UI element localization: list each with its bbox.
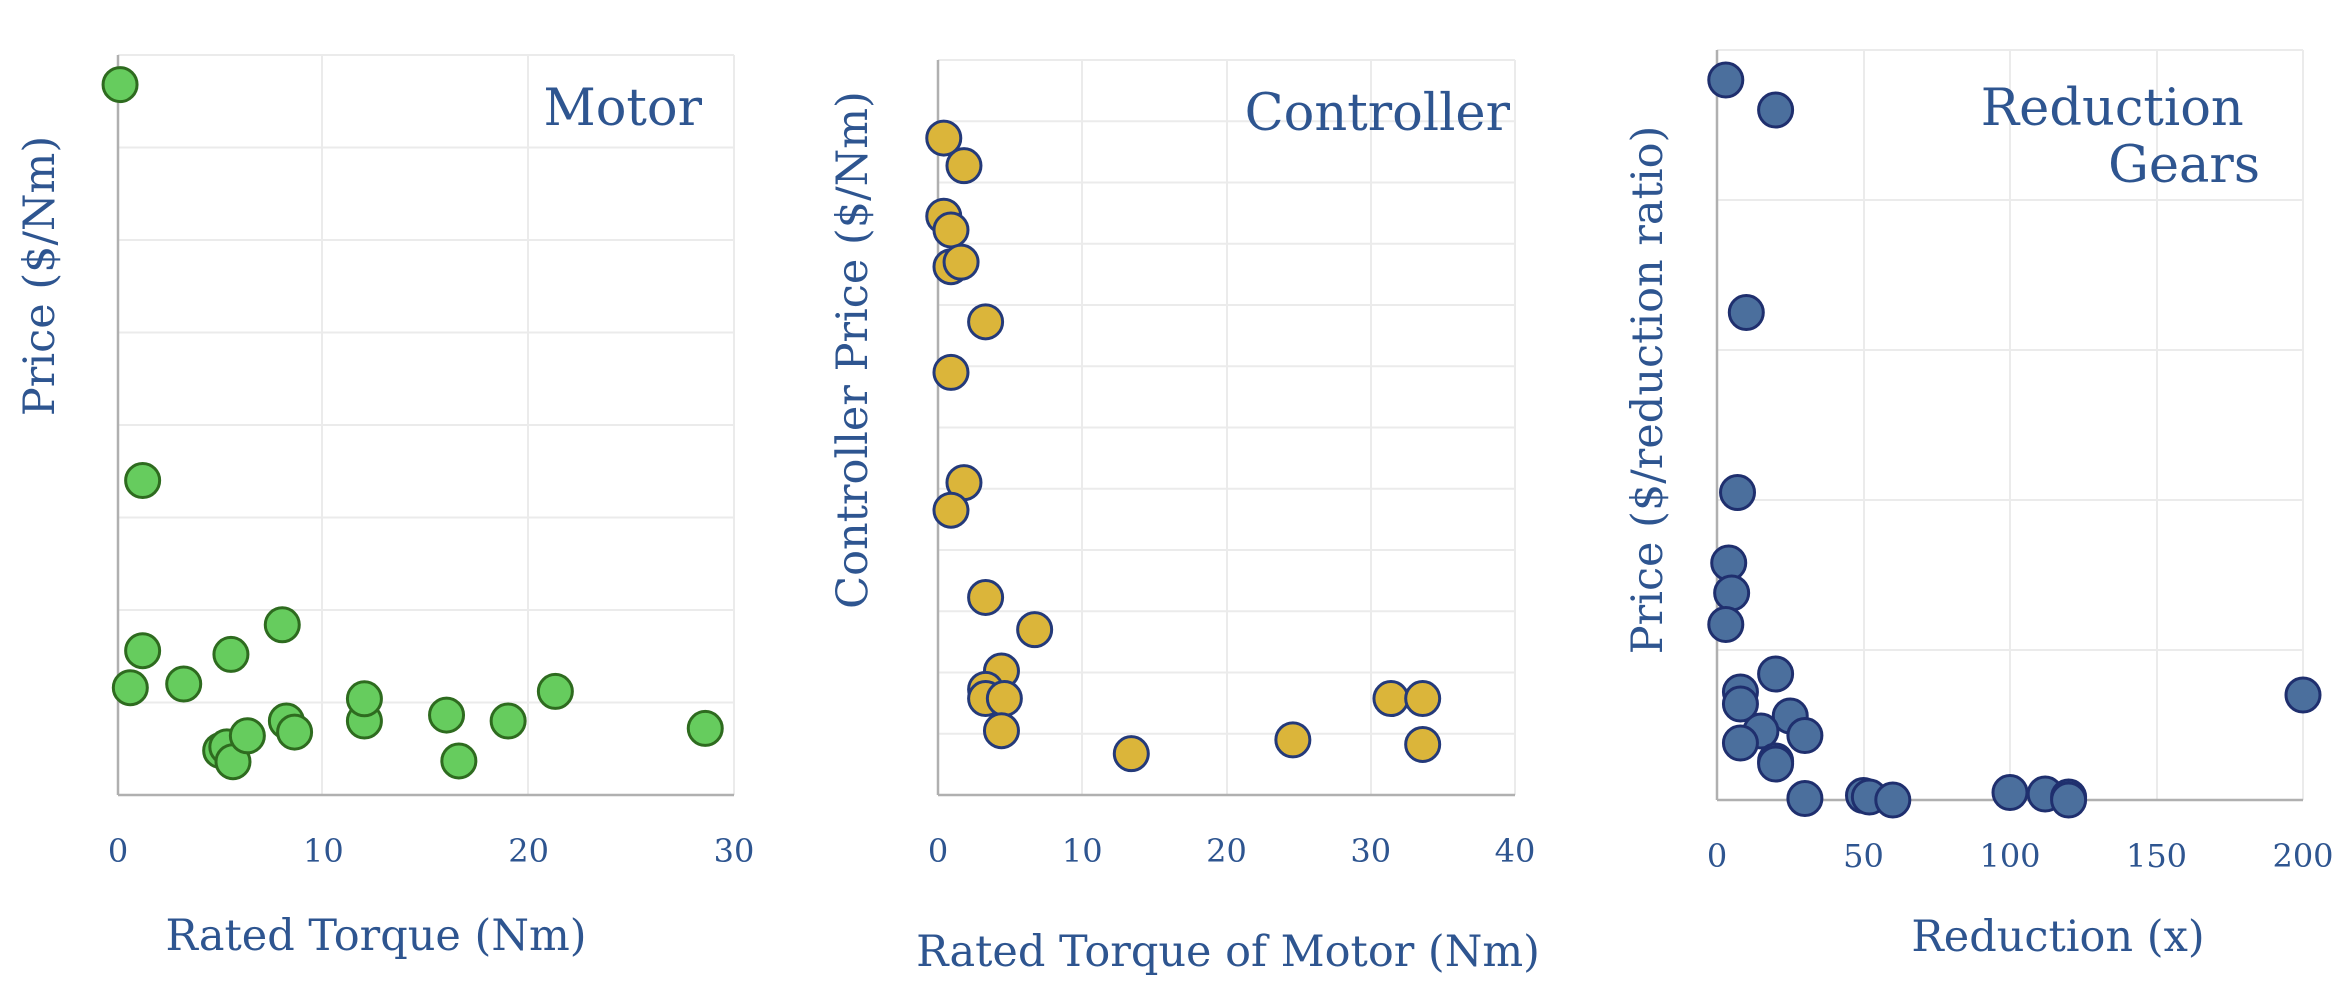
reduction-gears-x-tick-label: 200: [2272, 837, 2333, 875]
motor-data-point: [428, 696, 466, 734]
reduction-gears-x-axis-title: Reduction (x): [1911, 912, 2204, 962]
reduction-gears-title-line-2: Gears: [2108, 136, 2260, 195]
reduction-gears-data-point: [1719, 474, 1757, 511]
motor-data-point: [489, 702, 527, 740]
motor-x-tick-label: 0: [108, 832, 128, 870]
controller-x-ticks: 0 10 20 30 40: [928, 832, 1536, 870]
controller-x-tick-label: 20: [1206, 832, 1247, 870]
reduction-gears-data-point: [1757, 91, 1795, 129]
motor-gridlines: [118, 54, 735, 795]
controller-data-point: [932, 353, 970, 391]
controller-data-point: [945, 147, 983, 185]
reduction-gears-data-point: [1786, 780, 1824, 817]
controller-data-point: [985, 680, 1023, 718]
reduction-gears-data-point: [1786, 717, 1824, 754]
reduction-gears-points: [1707, 61, 2322, 819]
controller-data-point: [982, 712, 1020, 750]
reduction-gears-data-point: [2284, 676, 2322, 714]
motor-data-point: [440, 742, 478, 780]
controller-data-point: [1372, 680, 1410, 718]
controller-x-tick-label: 30: [1350, 832, 1391, 870]
reduction-gears-data-point: [1721, 685, 1759, 723]
reduction-gears-panel-title: Reduction Gears: [1981, 79, 2260, 195]
reduction-gears-data-point: [1991, 774, 2029, 811]
controller-points: [925, 119, 1442, 773]
controller-panel: 0 10 20 30 40 Controller Rated Torque of Mot…: [828, 59, 1540, 977]
reduction-gears-data-point: [1757, 745, 1795, 783]
reduction-gears-data-point: [1707, 61, 1745, 99]
reduction-gears-x-ticks: 0 50 100 150 200: [1707, 837, 2334, 875]
controller-x-tick-label: 10: [1062, 832, 1103, 870]
motor-x-tick-label: 10: [303, 832, 344, 870]
reduction-gears-data-point: [1713, 574, 1751, 612]
motor-data-point: [101, 66, 139, 104]
reduction-gears-x-tick-label: 100: [1979, 837, 2040, 875]
controller-data-point: [967, 303, 1005, 341]
reduction-gears-data-point: [1721, 724, 1759, 762]
reduction-gears-data-point: [1757, 655, 1795, 693]
motor-data-point: [212, 635, 250, 673]
controller-data-point: [942, 243, 980, 281]
reduction-gears-data-point: [1874, 781, 1912, 819]
controller-data-point: [1404, 725, 1442, 763]
motor-data-point: [686, 709, 724, 747]
motor-y-axis-title: Price ($/Nm): [15, 136, 65, 416]
motor-data-point: [111, 669, 149, 707]
reduction-gears-x-tick-label: 150: [2126, 837, 2187, 875]
reduction-gears-y-axis-title: Price ($/reduction ratio): [1623, 126, 1673, 655]
controller-data-point: [932, 491, 970, 529]
motor-x-tick-label: 30: [714, 832, 755, 870]
controller-y-axis-title: Controller Price ($/Nm): [828, 91, 878, 609]
reduction-gears-panel: 0 50 100 150 200 Reduction Gears Reduction (…: [1623, 49, 2334, 962]
motor-data-point: [228, 717, 266, 755]
motor-x-tick-label: 20: [508, 832, 549, 870]
controller-x-axis-title: Rated Torque of Motor (Nm): [916, 927, 1540, 977]
controller-data-point: [932, 211, 970, 249]
motor-data-point: [124, 462, 162, 499]
motor-data-point: [165, 665, 203, 703]
controller-x-tick-label: 0: [928, 832, 948, 870]
controller-data-point: [1274, 721, 1312, 759]
controller-x-tick-label: 40: [1495, 832, 1536, 870]
controller-panel-title: Controller: [1245, 84, 1511, 143]
motor-points: [101, 66, 724, 781]
controller-data-point: [925, 119, 963, 157]
motor-data-point: [263, 606, 301, 644]
reduction-gears-title-line-1: Reduction: [1981, 79, 2244, 138]
reduction-gears-data-point: [2050, 781, 2088, 819]
motor-x-axis-title: Rated Torque (Nm): [166, 911, 587, 961]
motor-data-point: [276, 713, 314, 751]
motor-data-point: [124, 632, 162, 670]
motor-data-point: [345, 680, 383, 718]
reduction-gears-data-point: [1727, 294, 1765, 331]
controller-data-point: [1404, 680, 1442, 718]
motor-data-point: [536, 672, 574, 710]
reduction-gears-gridlines: [1717, 49, 2304, 800]
motor-x-ticks: 0 10 20 30: [108, 832, 755, 870]
reduction-gears-x-tick-label: 0: [1707, 837, 1727, 875]
controller-data-point: [967, 578, 1005, 616]
controller-data-point: [1112, 735, 1150, 773]
motor-panel: 0 10 20 30 Motor Rated Torque (Nm) Price ($…: [15, 54, 755, 961]
reduction-gears-data-point: [1707, 606, 1745, 643]
motor-panel-title: Motor: [543, 79, 702, 138]
reduction-gears-x-tick-label: 50: [1843, 837, 1884, 875]
controller-data-point: [1016, 611, 1054, 649]
